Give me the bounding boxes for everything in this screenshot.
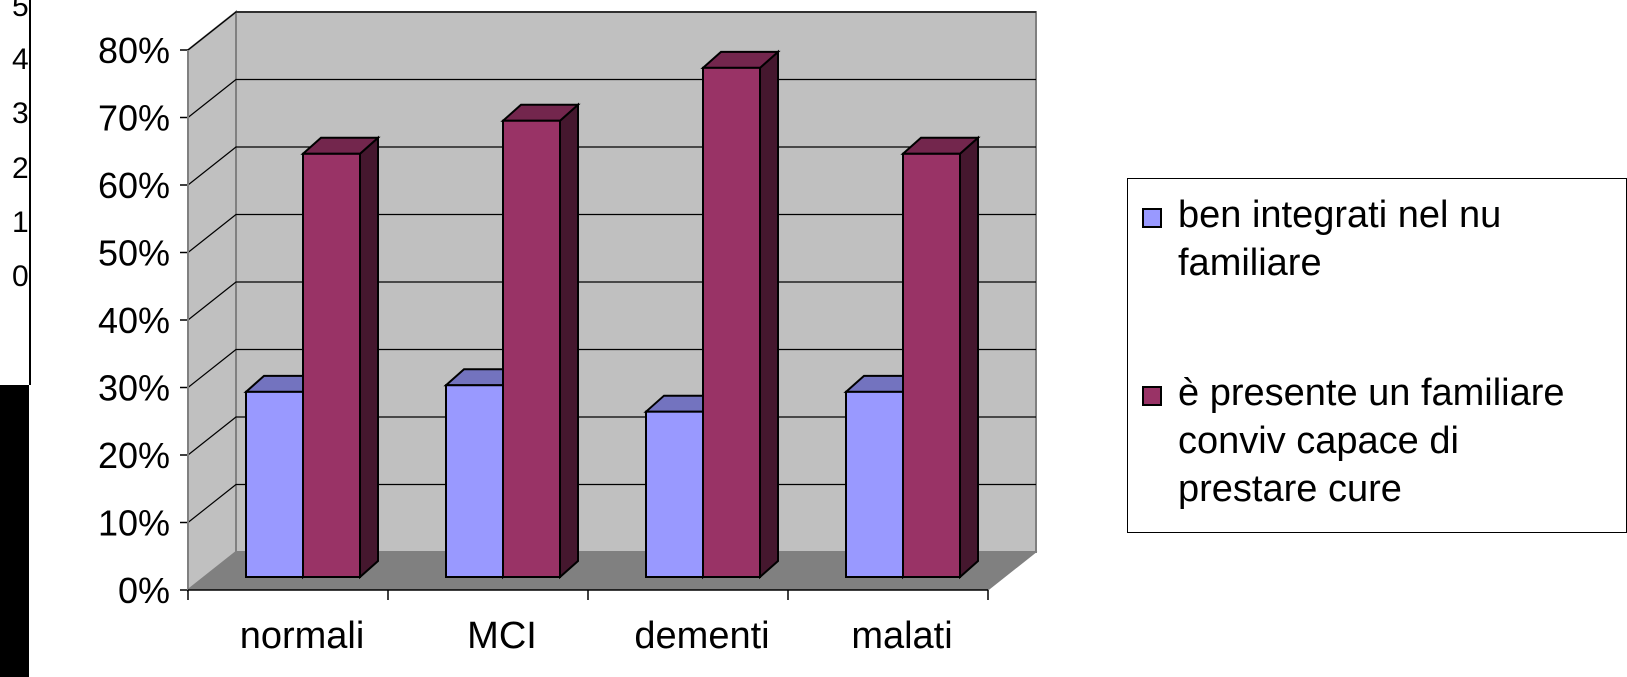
left-cropped-axis-line <box>29 0 31 385</box>
y-tick-label: 60% <box>98 165 170 206</box>
left-black-panel <box>0 385 29 677</box>
y-tick-label: 50% <box>98 233 170 274</box>
x-tick-label: malati <box>851 615 952 657</box>
y-tick-label: 80% <box>98 30 170 71</box>
bar <box>302 152 361 579</box>
bar <box>502 119 561 579</box>
y-tick-label: 70% <box>98 98 170 139</box>
left-fragment-label: 3 <box>12 97 29 130</box>
left-fragment-label: 2 <box>12 152 29 185</box>
bar <box>702 66 761 579</box>
bar <box>245 390 304 578</box>
y-tick-label: 0% <box>118 570 170 611</box>
y-tick-label: 20% <box>98 435 170 476</box>
chart-legend: ben integrati nel nu familiare è present… <box>1127 178 1627 533</box>
y-tick-label: 10% <box>98 503 170 544</box>
left-fragment-label: 4 <box>12 43 29 76</box>
legend-swatch <box>1142 208 1162 228</box>
bar <box>902 152 961 579</box>
legend-swatch <box>1142 386 1162 406</box>
left-cropped-axis: 5 4 3 2 1 0 <box>0 0 44 677</box>
bar <box>445 384 504 578</box>
bar-side <box>759 49 779 580</box>
x-tick-label: MCI <box>467 615 537 657</box>
bar-chart: 0% 10% 20% 30% 40% 50% 60% 70% 80% normali MCI deme… <box>98 9 1038 657</box>
bar-side <box>959 135 979 580</box>
x-tick-label: normali <box>240 615 365 657</box>
y-tick-label: 40% <box>98 300 170 341</box>
left-fragment-label: 0 <box>12 260 29 293</box>
gridline <box>187 11 1036 51</box>
bar-side <box>359 135 379 580</box>
x-tick-label: dementi <box>634 615 769 657</box>
legend-label: è presente un familiare conviv capace di… <box>1178 372 1565 510</box>
bar <box>645 410 704 578</box>
bar-side <box>559 102 579 580</box>
left-fragment-label: 1 <box>12 206 29 239</box>
left-fragment-label: 5 <box>12 0 29 23</box>
y-tick-label: 30% <box>98 368 170 409</box>
legend-label: ben integrati nel nu familiare <box>1178 194 1502 284</box>
bar <box>845 390 904 578</box>
